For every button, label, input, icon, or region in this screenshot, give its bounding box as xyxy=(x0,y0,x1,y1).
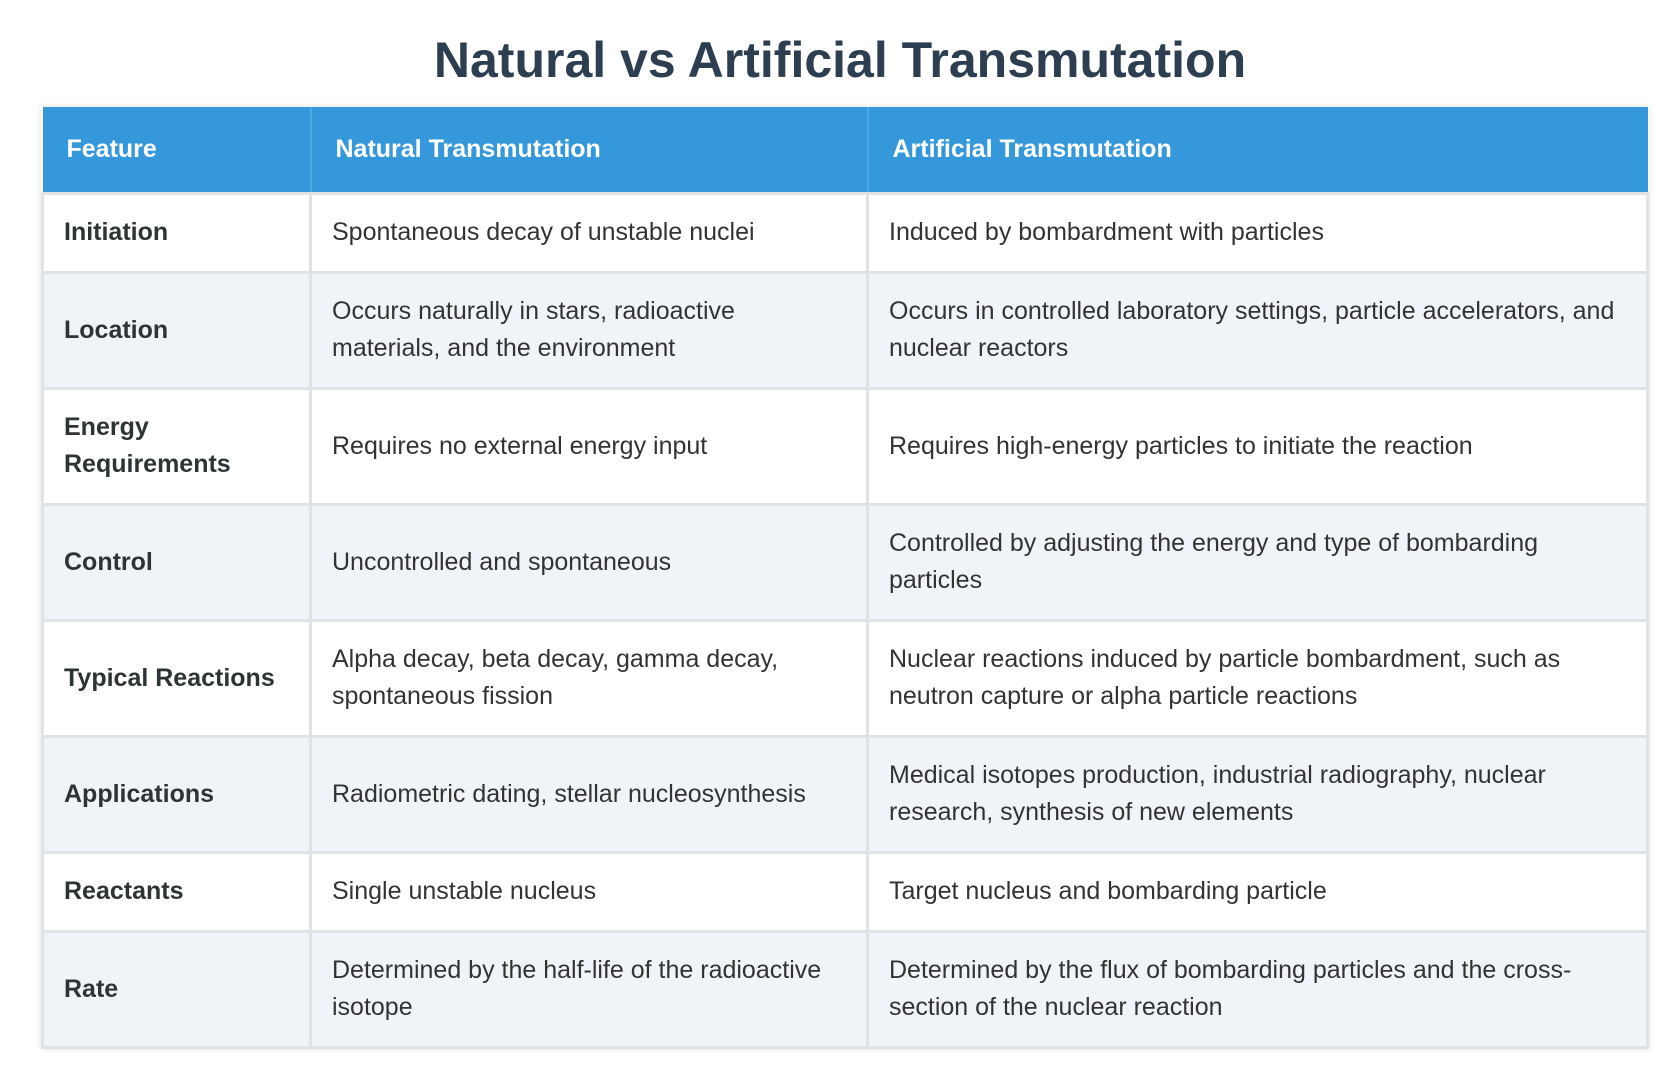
natural-cell: Radiometric dating, stellar nucleosynthe… xyxy=(309,734,869,854)
natural-cell: Alpha decay, beta decay, gamma decay, sp… xyxy=(309,618,869,738)
header-natural: Natural Transmutation xyxy=(310,107,869,193)
artificial-cell: Medical isotopes production, industrial … xyxy=(866,734,1649,854)
table-body: Initiation Spontaneous decay of unstable… xyxy=(41,191,1649,1049)
page-title: Natural vs Artificial Transmutation xyxy=(433,32,1247,88)
feature-cell: Initiation xyxy=(41,191,312,274)
table-row: Typical Reactions Alpha decay, beta deca… xyxy=(41,618,1649,738)
artificial-cell: Induced by bombardment with particles xyxy=(866,191,1649,274)
feature-cell: Applications xyxy=(41,734,312,854)
header-row: Feature Natural Transmutation Artificial… xyxy=(42,107,1648,193)
feature-cell: Typical Reactions xyxy=(41,618,312,738)
artificial-cell: Occurs in controlled laboratory settings… xyxy=(866,270,1649,390)
natural-cell: Occurs naturally in stars, radioactive m… xyxy=(309,270,869,390)
header-feature: Feature xyxy=(42,107,312,193)
comparison-table: Feature Natural Transmutation Artificial… xyxy=(41,107,1649,1049)
feature-cell: Rate xyxy=(41,929,312,1049)
artificial-cell: Determined by the flux of bombarding par… xyxy=(866,929,1649,1049)
table-row: Initiation Spontaneous decay of unstable… xyxy=(41,191,1649,274)
table-row: Control Uncontrolled and spontaneous Con… xyxy=(41,502,1649,622)
artificial-cell: Target nucleus and bombarding particle xyxy=(866,850,1649,933)
table-row: Applications Radiometric dating, stellar… xyxy=(41,734,1649,854)
artificial-cell: Nuclear reactions induced by particle bo… xyxy=(866,618,1649,738)
natural-cell: Spontaneous decay of unstable nuclei xyxy=(309,191,869,274)
table-row: Reactants Single unstable nucleus Target… xyxy=(41,850,1649,933)
table-row: Rate Determined by the half-life of the … xyxy=(41,929,1649,1049)
natural-cell: Uncontrolled and spontaneous xyxy=(309,502,869,622)
feature-cell: Location xyxy=(41,270,312,390)
artificial-cell: Controlled by adjusting the energy and t… xyxy=(866,502,1649,622)
natural-cell: Determined by the half-life of the radio… xyxy=(309,929,869,1049)
table-row: Location Occurs naturally in stars, radi… xyxy=(41,270,1649,390)
header-artificial: Artificial Transmutation xyxy=(867,107,1648,193)
feature-cell: Energy Requirements xyxy=(41,386,312,506)
feature-cell: Control xyxy=(41,502,312,622)
table-header: Feature Natural Transmutation Artificial… xyxy=(42,107,1648,193)
natural-cell: Single unstable nucleus xyxy=(309,850,869,933)
natural-cell: Requires no external energy input xyxy=(309,386,869,506)
feature-cell: Reactants xyxy=(41,850,312,933)
table-row: Energy Requirements Requires no external… xyxy=(41,386,1649,506)
artificial-cell: Requires high-energy particles to initia… xyxy=(866,386,1649,506)
